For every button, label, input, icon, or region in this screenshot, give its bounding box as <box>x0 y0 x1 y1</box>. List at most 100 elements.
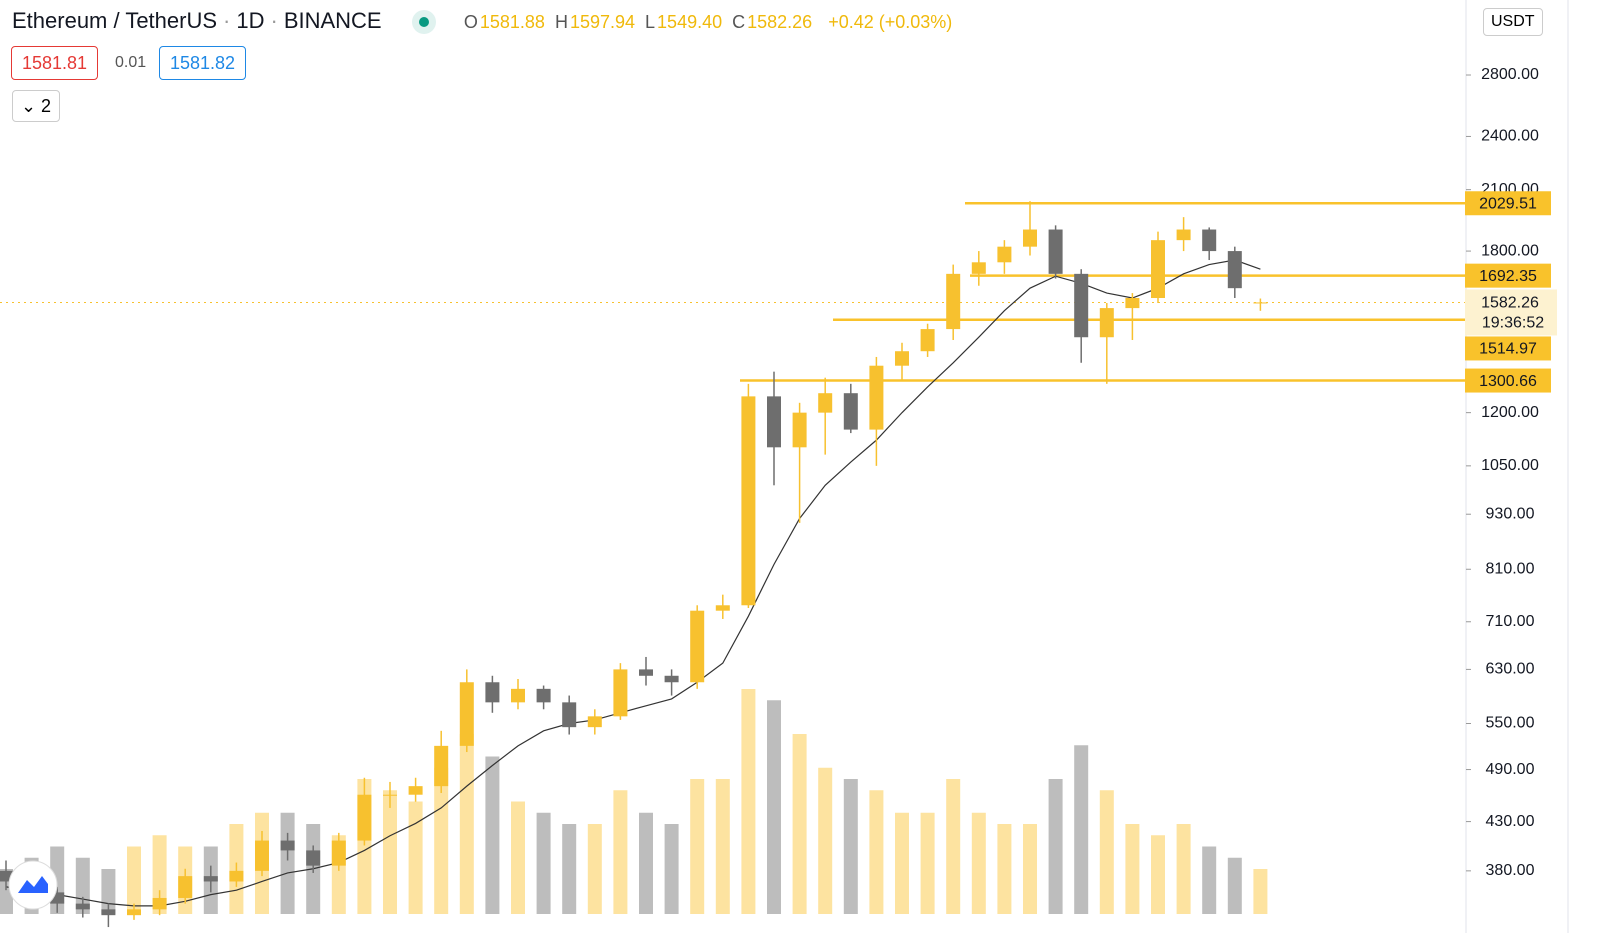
volume-bar <box>946 779 961 914</box>
candle-body <box>946 273 961 330</box>
y-tick-label: 630.00 <box>1486 661 1535 678</box>
last-price-label: 1582.26 <box>1481 295 1539 312</box>
y-tick-label: 430.00 <box>1486 813 1535 830</box>
volume-bar <box>971 812 986 914</box>
ohlc-value: 1582.26 <box>747 12 813 32</box>
candle-body <box>639 669 653 676</box>
ohlc: O 1581.88 H 1597.94 L 1549.40 C 1582.26 <box>464 12 822 32</box>
candle-body <box>1099 308 1114 338</box>
candle-body <box>0 870 13 882</box>
candle-body <box>203 876 218 882</box>
candle-body <box>613 669 628 717</box>
level-label-box <box>1465 336 1551 361</box>
ohlc-value: 1549.40 <box>657 12 723 32</box>
candle-body <box>664 675 679 683</box>
header: Ethereum / TetherUS · 1D · BINANCE O 1581.88 H… <box>12 8 962 35</box>
currency-button[interactable]: USDT <box>1483 8 1543 36</box>
last-price-box <box>1465 289 1557 336</box>
volume-bar <box>843 779 858 914</box>
volume-bar <box>818 767 833 914</box>
logo <box>8 860 58 910</box>
volume-bar <box>1176 824 1191 914</box>
volume-bar <box>536 812 551 914</box>
candle-body <box>741 396 756 606</box>
candle-body <box>101 909 116 916</box>
candle-body <box>1048 229 1063 274</box>
volume-bar <box>587 824 602 914</box>
candle-body <box>50 892 65 904</box>
status <box>411 10 436 35</box>
candle-body <box>511 688 525 703</box>
indicator-count: 2 <box>41 96 52 116</box>
candle-body <box>1227 251 1242 289</box>
candle-body <box>767 396 781 448</box>
volume-bar <box>1202 846 1217 914</box>
change: +0.42 (+0.03%) <box>828 12 953 32</box>
volume-bar <box>767 700 781 914</box>
y-tick-label: 1800.00 <box>1481 242 1539 259</box>
volume-bar <box>1125 824 1140 914</box>
volume-bar <box>920 812 935 914</box>
level-label-box <box>1465 263 1551 288</box>
countdown: 19:36:52 <box>1482 315 1544 332</box>
volume-bar <box>127 846 141 914</box>
volume-bar <box>639 812 653 914</box>
sep: · <box>223 8 231 33</box>
level-label: 1514.97 <box>1479 341 1537 358</box>
candle-body <box>1253 302 1268 304</box>
volume-bar <box>1048 779 1063 914</box>
volume-bar <box>408 801 423 914</box>
symbol: Ethereum / TetherUS <box>12 8 218 33</box>
candle-body <box>843 393 858 430</box>
y-tick-label: 710.00 <box>1486 613 1535 630</box>
volume-bar <box>1099 790 1114 914</box>
candle-body <box>383 794 397 796</box>
indicators-toggle[interactable]: ⌄ 2 <box>12 90 60 122</box>
candle-body <box>971 262 986 274</box>
candle-body <box>715 605 730 611</box>
spread: 0.01 <box>115 54 147 71</box>
logo-icon <box>18 876 48 893</box>
sell-button[interactable]: 1581.81 <box>11 46 99 80</box>
candle-body <box>434 745 449 787</box>
candle-body <box>485 682 500 703</box>
volume-bar <box>690 779 705 914</box>
y-tick-label: 930.00 <box>1486 505 1535 522</box>
candle-body <box>357 794 372 841</box>
candle-body <box>229 870 244 882</box>
volume-bar <box>1151 835 1165 914</box>
volume-bar <box>280 812 295 914</box>
candle-body <box>997 246 1012 263</box>
y-tick-label: 1050.00 <box>1481 457 1539 474</box>
ohlc-value: 1597.94 <box>569 12 636 32</box>
candle-body <box>895 351 909 366</box>
volume-bar <box>511 801 525 914</box>
volume-bar <box>1227 857 1242 914</box>
level-label-box <box>1465 368 1551 393</box>
y-tick-label: 1200.00 <box>1481 404 1539 421</box>
volume-bar <box>383 790 397 914</box>
ohlc-value: 1581.88 <box>479 12 545 32</box>
volume-bar <box>997 824 1012 914</box>
volume-bar <box>152 835 167 914</box>
candle-body <box>255 840 269 871</box>
ohlc-key: O <box>463 12 478 32</box>
volume-bar <box>562 824 577 914</box>
volume-bar <box>715 779 730 914</box>
level-label: 2029.51 <box>1479 195 1537 212</box>
candle-body <box>75 903 90 910</box>
candle-body <box>792 412 807 448</box>
candle-body <box>1125 298 1140 309</box>
buy-button[interactable]: 1581.82 <box>159 46 247 80</box>
y-tick-label: 490.00 <box>1486 761 1535 778</box>
level-label: 1300.66 <box>1479 373 1537 390</box>
volume-bar <box>1074 745 1089 914</box>
ohlc-key: C <box>732 12 746 32</box>
sep: · <box>270 8 278 33</box>
exchange: BINANCE <box>283 8 382 33</box>
y-tick-label: 550.00 <box>1486 715 1535 732</box>
y-tick-label: 380.00 <box>1486 862 1535 879</box>
candle-body <box>178 876 193 898</box>
candle-body <box>1176 229 1191 241</box>
